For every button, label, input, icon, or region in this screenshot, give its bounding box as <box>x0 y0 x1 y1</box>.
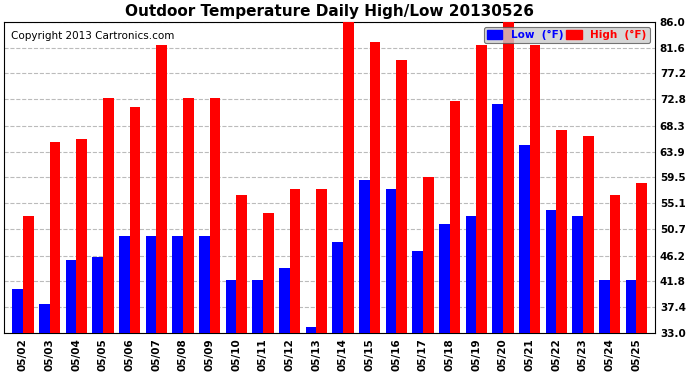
Bar <box>450 101 460 333</box>
Bar <box>412 251 423 333</box>
Bar <box>210 98 220 333</box>
Bar <box>396 60 407 333</box>
Bar <box>636 183 647 333</box>
Bar <box>226 280 236 333</box>
Bar <box>333 242 343 333</box>
Bar <box>290 189 300 333</box>
Text: Copyright 2013 Cartronics.com: Copyright 2013 Cartronics.com <box>10 31 174 41</box>
Bar <box>343 22 353 333</box>
Title: Outdoor Temperature Daily High/Low 20130526: Outdoor Temperature Daily High/Low 20130… <box>125 4 534 19</box>
Bar <box>66 260 76 333</box>
Bar <box>156 45 167 333</box>
Bar <box>370 42 380 333</box>
Bar <box>183 98 193 333</box>
Bar <box>466 216 476 333</box>
Bar <box>626 280 636 333</box>
Bar <box>172 236 183 333</box>
Bar <box>76 139 87 333</box>
Bar <box>92 257 103 333</box>
Bar <box>119 236 130 333</box>
Bar <box>423 177 433 333</box>
Bar <box>236 195 247 333</box>
Bar <box>23 216 34 333</box>
Bar <box>306 327 316 333</box>
Bar <box>492 104 503 333</box>
Legend: Low  (°F), High  (°F): Low (°F), High (°F) <box>484 27 650 44</box>
Bar <box>556 130 567 333</box>
Bar <box>263 213 273 333</box>
Bar <box>546 210 556 333</box>
Bar <box>199 236 210 333</box>
Bar <box>103 98 114 333</box>
Bar <box>359 180 370 333</box>
Bar <box>583 136 593 333</box>
Bar <box>146 236 156 333</box>
Bar <box>50 142 60 333</box>
Bar <box>130 107 140 333</box>
Bar <box>572 216 583 333</box>
Bar <box>503 22 513 333</box>
Bar <box>39 304 50 333</box>
Bar <box>279 268 290 333</box>
Bar <box>610 195 620 333</box>
Bar <box>439 224 450 333</box>
Bar <box>530 45 540 333</box>
Bar <box>519 145 530 333</box>
Bar <box>476 45 487 333</box>
Bar <box>386 189 396 333</box>
Bar <box>12 289 23 333</box>
Bar <box>316 189 327 333</box>
Bar <box>253 280 263 333</box>
Bar <box>599 280 610 333</box>
